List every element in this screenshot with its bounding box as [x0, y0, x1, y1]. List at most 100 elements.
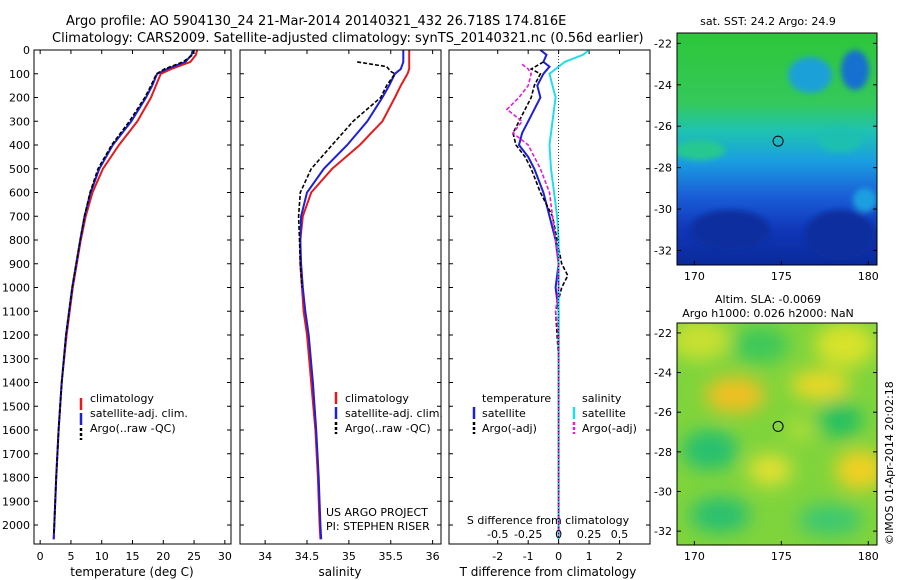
sla-feature — [677, 323, 730, 360]
sst-feature — [841, 50, 869, 90]
sla-map-frame — [676, 322, 878, 546]
difference-axes-frame — [448, 49, 651, 545]
map-x-tick-label: 170 — [684, 550, 705, 563]
x-tick-label: 10 — [95, 550, 109, 563]
sst-heatmap — [677, 33, 877, 265]
sst-argo-position-marker — [772, 135, 784, 147]
series-line-argo-raw-qc- — [297, 61, 397, 288]
sst-map-axes: -22 -24 -26 -28 -30 -32 170 175 180 — [654, 37, 879, 283]
series-line-satellite-adj-clim- — [299, 50, 405, 540]
sla-feature — [815, 323, 875, 367]
x-tick-label: 35.5 — [379, 550, 404, 563]
series-line-salinity-argo-adj- — [505, 63, 560, 535]
sla-feature — [835, 450, 877, 490]
sla-map-title-line1: Altim. SLA: -0.0069 — [715, 293, 821, 306]
s-difference-xlabel: S difference from climatology — [467, 514, 630, 527]
x-tick-label: -2 — [492, 550, 503, 563]
map-y-tick-label: -28 — [654, 162, 672, 175]
y-tick-label: 1600 — [2, 424, 30, 437]
legend-label-argo: Argo(..raw -QC) — [345, 422, 431, 435]
sst-feature — [805, 210, 875, 260]
y-tick-label: 0 — [23, 44, 30, 57]
series-line-climatology — [52, 49, 199, 540]
sla-heatmap-features — [677, 323, 877, 536]
x-tick-label: 0 — [555, 550, 562, 563]
y-tick-label: 700 — [9, 210, 30, 223]
series-line-argo-raw-qc- — [52, 49, 195, 535]
x-tick-label: 0 — [37, 550, 44, 563]
y-tick-label: 200 — [9, 92, 30, 105]
sst-map-frame — [676, 32, 878, 266]
map-x-tick-label: 175 — [771, 270, 792, 283]
sst-map-title: sat. SST: 24.2 Argo: 24.9 — [700, 15, 836, 28]
map-y-tick-label: -28 — [654, 446, 672, 459]
temperature-legend: climatology satellite-adj. clim. Argo(..… — [79, 392, 188, 440]
map-x-tick-label: 170 — [684, 270, 705, 283]
sla-map-title-line2: Argo h1000: 0.026 h2000: NaN — [682, 307, 854, 320]
s-diff-tick-label: -0.5 — [487, 528, 508, 541]
figure-title-line2: Climatology: CARS2009. Satellite-adjuste… — [52, 31, 644, 46]
legend-label-temp-argo: Argo(-adj) — [482, 422, 537, 435]
y-tick-label: 1100 — [2, 305, 30, 318]
legend-label-sal-satellite: satellite — [582, 407, 626, 420]
x-tick-label: 1 — [586, 550, 593, 563]
sst-feature — [690, 210, 770, 250]
t-difference-xlabel: T difference from climatology — [459, 565, 637, 579]
temperature-axes-frame — [33, 49, 232, 545]
y-tick-label: 300 — [9, 115, 30, 128]
map-y-tick-label: -32 — [654, 245, 672, 258]
sla-feature — [790, 370, 850, 400]
sla-feature — [732, 327, 788, 363]
x-tick-label: 5 — [67, 550, 74, 563]
credits-line2: PI: STEPHEN RISER — [326, 520, 430, 533]
credits-line1: US ARGO PROJECT — [326, 506, 428, 519]
sla-argo-position-marker — [772, 420, 784, 432]
difference-legend: temperature salinity satellite Argo(-adj… — [472, 392, 637, 435]
s-diff-tick-label: 0 — [555, 528, 562, 541]
legend-title-temperature: temperature — [482, 392, 551, 405]
s-diff-tick-label: 0.25 — [577, 528, 602, 541]
map-x-tick-label: 180 — [858, 550, 879, 563]
temperature-panel: 0100200300400500600700800900100011001200… — [2, 44, 232, 579]
x-tick-label: 36 — [426, 550, 440, 563]
y-tick-label: 800 — [9, 234, 30, 247]
map-y-tick-label: -32 — [654, 525, 672, 538]
sst-feature — [818, 128, 862, 152]
y-tick-label: 900 — [9, 258, 30, 271]
s-diff-tick-label: -0.25 — [514, 528, 542, 541]
series-line-climatology — [299, 50, 411, 540]
y-tick-label: 2000 — [2, 519, 30, 532]
map-y-tick-label: -24 — [654, 367, 672, 380]
sla-feature — [798, 504, 862, 536]
legend-label-climatology: climatology — [90, 392, 154, 405]
x-tick-label: 15 — [126, 550, 140, 563]
x-tick-label: -1 — [523, 550, 534, 563]
legend-title-salinity: salinity — [582, 392, 622, 405]
sla-feature — [690, 497, 750, 533]
legend-label-satellite: satellite-adj. clim. — [90, 407, 188, 420]
sla-feature — [748, 454, 792, 486]
difference-plot-area: -2 -1 0 1 2 -0.5 -0.25 0 0.25 0.5 — [449, 49, 650, 563]
sst-feature — [788, 57, 832, 93]
series-line-satellite-adj-clim- — [52, 49, 194, 540]
salinity-legend: climatology satellite-adj. clim. Argo(..… — [334, 392, 443, 435]
sla-map-axes: -22 -24 -26 -28 -30 -32 170 175 180 — [654, 327, 879, 563]
x-tick-label: 35 — [342, 550, 356, 563]
legend-label-argo: Argo(..raw -QC) — [90, 422, 176, 435]
s-diff-tick-label: 0.5 — [611, 528, 629, 541]
x-tick-label: 25 — [187, 550, 201, 563]
y-tick-label: 1500 — [2, 400, 30, 413]
sla-map-panel: Altim. SLA: -0.0069 Argo h1000: 0.026 h2… — [654, 293, 879, 563]
map-y-tick-label: -26 — [654, 120, 672, 133]
sst-feature — [853, 188, 877, 212]
sla-feature — [784, 418, 816, 442]
y-tick-label: 1300 — [2, 353, 30, 366]
sla-feature — [705, 377, 765, 413]
y-tick-label: 1200 — [2, 329, 30, 342]
temperature-plot-area: 0100200300400500600700800900100011001200… — [2, 44, 232, 563]
y-tick-label: 600 — [9, 187, 30, 200]
x-tick-label: 2 — [616, 550, 623, 563]
map-y-tick-label: -30 — [654, 485, 672, 498]
x-tick-label: 34 — [258, 550, 272, 563]
